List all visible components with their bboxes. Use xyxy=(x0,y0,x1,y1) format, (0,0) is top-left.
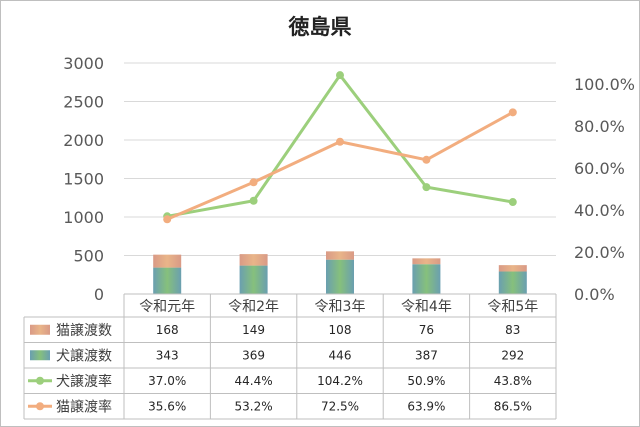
y-left-tick-label: 1500 xyxy=(63,170,104,189)
data-label: 104.2% xyxy=(317,374,363,388)
point-dog-rate xyxy=(336,71,344,80)
legend-label: 猫譲渡数 xyxy=(56,323,112,339)
legend-key-marker xyxy=(36,376,44,385)
point-cat-rate xyxy=(336,137,344,146)
y-right-tick-label: 0.0% xyxy=(574,285,615,304)
y-left-tick-label: 0 xyxy=(94,285,104,304)
line-cat-rate xyxy=(166,111,514,221)
bar-cat-adoptions xyxy=(412,258,441,265)
x-category-label: 令和元年 xyxy=(139,299,195,315)
data-label: 35.6% xyxy=(148,399,186,413)
bar-cat-adoptions xyxy=(239,254,268,266)
legend-key-dog-adoptions xyxy=(30,350,50,361)
y-right-tick-label: 40.0% xyxy=(574,201,625,220)
bar-cat-adoptions xyxy=(153,254,182,268)
data-label: 50.9% xyxy=(407,374,445,388)
bar-dog-adoptions xyxy=(326,259,354,294)
data-label: 149 xyxy=(242,323,265,337)
data-label: 369 xyxy=(242,348,265,362)
point-cat-rate xyxy=(422,155,431,164)
data-label: 76 xyxy=(419,323,434,337)
y-left-tick-label: 500 xyxy=(73,247,104,266)
x-category-label: 令和4年 xyxy=(401,299,452,315)
data-label: 446 xyxy=(329,348,352,362)
y-left-tick-label: 2500 xyxy=(63,93,104,112)
legend-key-cat-adoptions xyxy=(30,324,50,335)
data-label: 83 xyxy=(505,323,520,337)
bar-dog-adoptions xyxy=(498,271,527,294)
bar-dog-adoptions xyxy=(153,267,182,294)
legend-label: 猫譲渡率 xyxy=(56,398,112,415)
chart-title: 徳島県 xyxy=(288,15,352,39)
data-label: 343 xyxy=(156,348,179,362)
y-right-tick-label: 80.0% xyxy=(574,117,625,136)
data-label: 86.5% xyxy=(494,399,532,413)
data-label: 292 xyxy=(501,348,524,362)
y-right-tick-label: 60.0% xyxy=(574,159,625,178)
y-right-tick-label: 20.0% xyxy=(574,243,625,262)
point-dog-rate xyxy=(508,198,517,207)
y-left-tick-label: 2000 xyxy=(63,131,104,150)
legend-label: 犬譲渡率 xyxy=(56,373,112,390)
bar-dog-adoptions xyxy=(412,264,441,294)
legend-key-marker xyxy=(36,402,44,411)
bar-cat-adoptions xyxy=(326,251,354,260)
data-label: 63.9% xyxy=(407,399,445,413)
y-left-tick-label: 3000 xyxy=(63,54,104,73)
point-dog-rate xyxy=(422,183,431,192)
point-cat-rate xyxy=(249,178,258,187)
y-right-tick-label: 100.0% xyxy=(574,75,635,94)
data-label: 108 xyxy=(329,323,352,337)
x-category-label: 令和5年 xyxy=(487,299,538,315)
x-category-label: 令和3年 xyxy=(315,299,366,315)
data-label: 44.4% xyxy=(235,374,273,388)
point-cat-rate xyxy=(508,108,517,117)
bar-dog-adoptions xyxy=(239,265,268,294)
data-label: 387 xyxy=(415,348,438,362)
data-label: 37.0% xyxy=(148,374,186,388)
point-cat-rate xyxy=(163,215,172,224)
data-label: 43.8% xyxy=(494,374,532,388)
data-label: 72.5% xyxy=(321,399,359,413)
legend-label: 犬譲渡数 xyxy=(56,348,112,364)
data-label: 168 xyxy=(156,323,179,337)
y-left-tick-label: 1000 xyxy=(63,208,104,227)
data-label: 53.2% xyxy=(235,399,273,413)
x-category-label: 令和2年 xyxy=(228,299,279,315)
bar-cat-adoptions xyxy=(498,265,527,272)
point-dog-rate xyxy=(249,196,258,205)
